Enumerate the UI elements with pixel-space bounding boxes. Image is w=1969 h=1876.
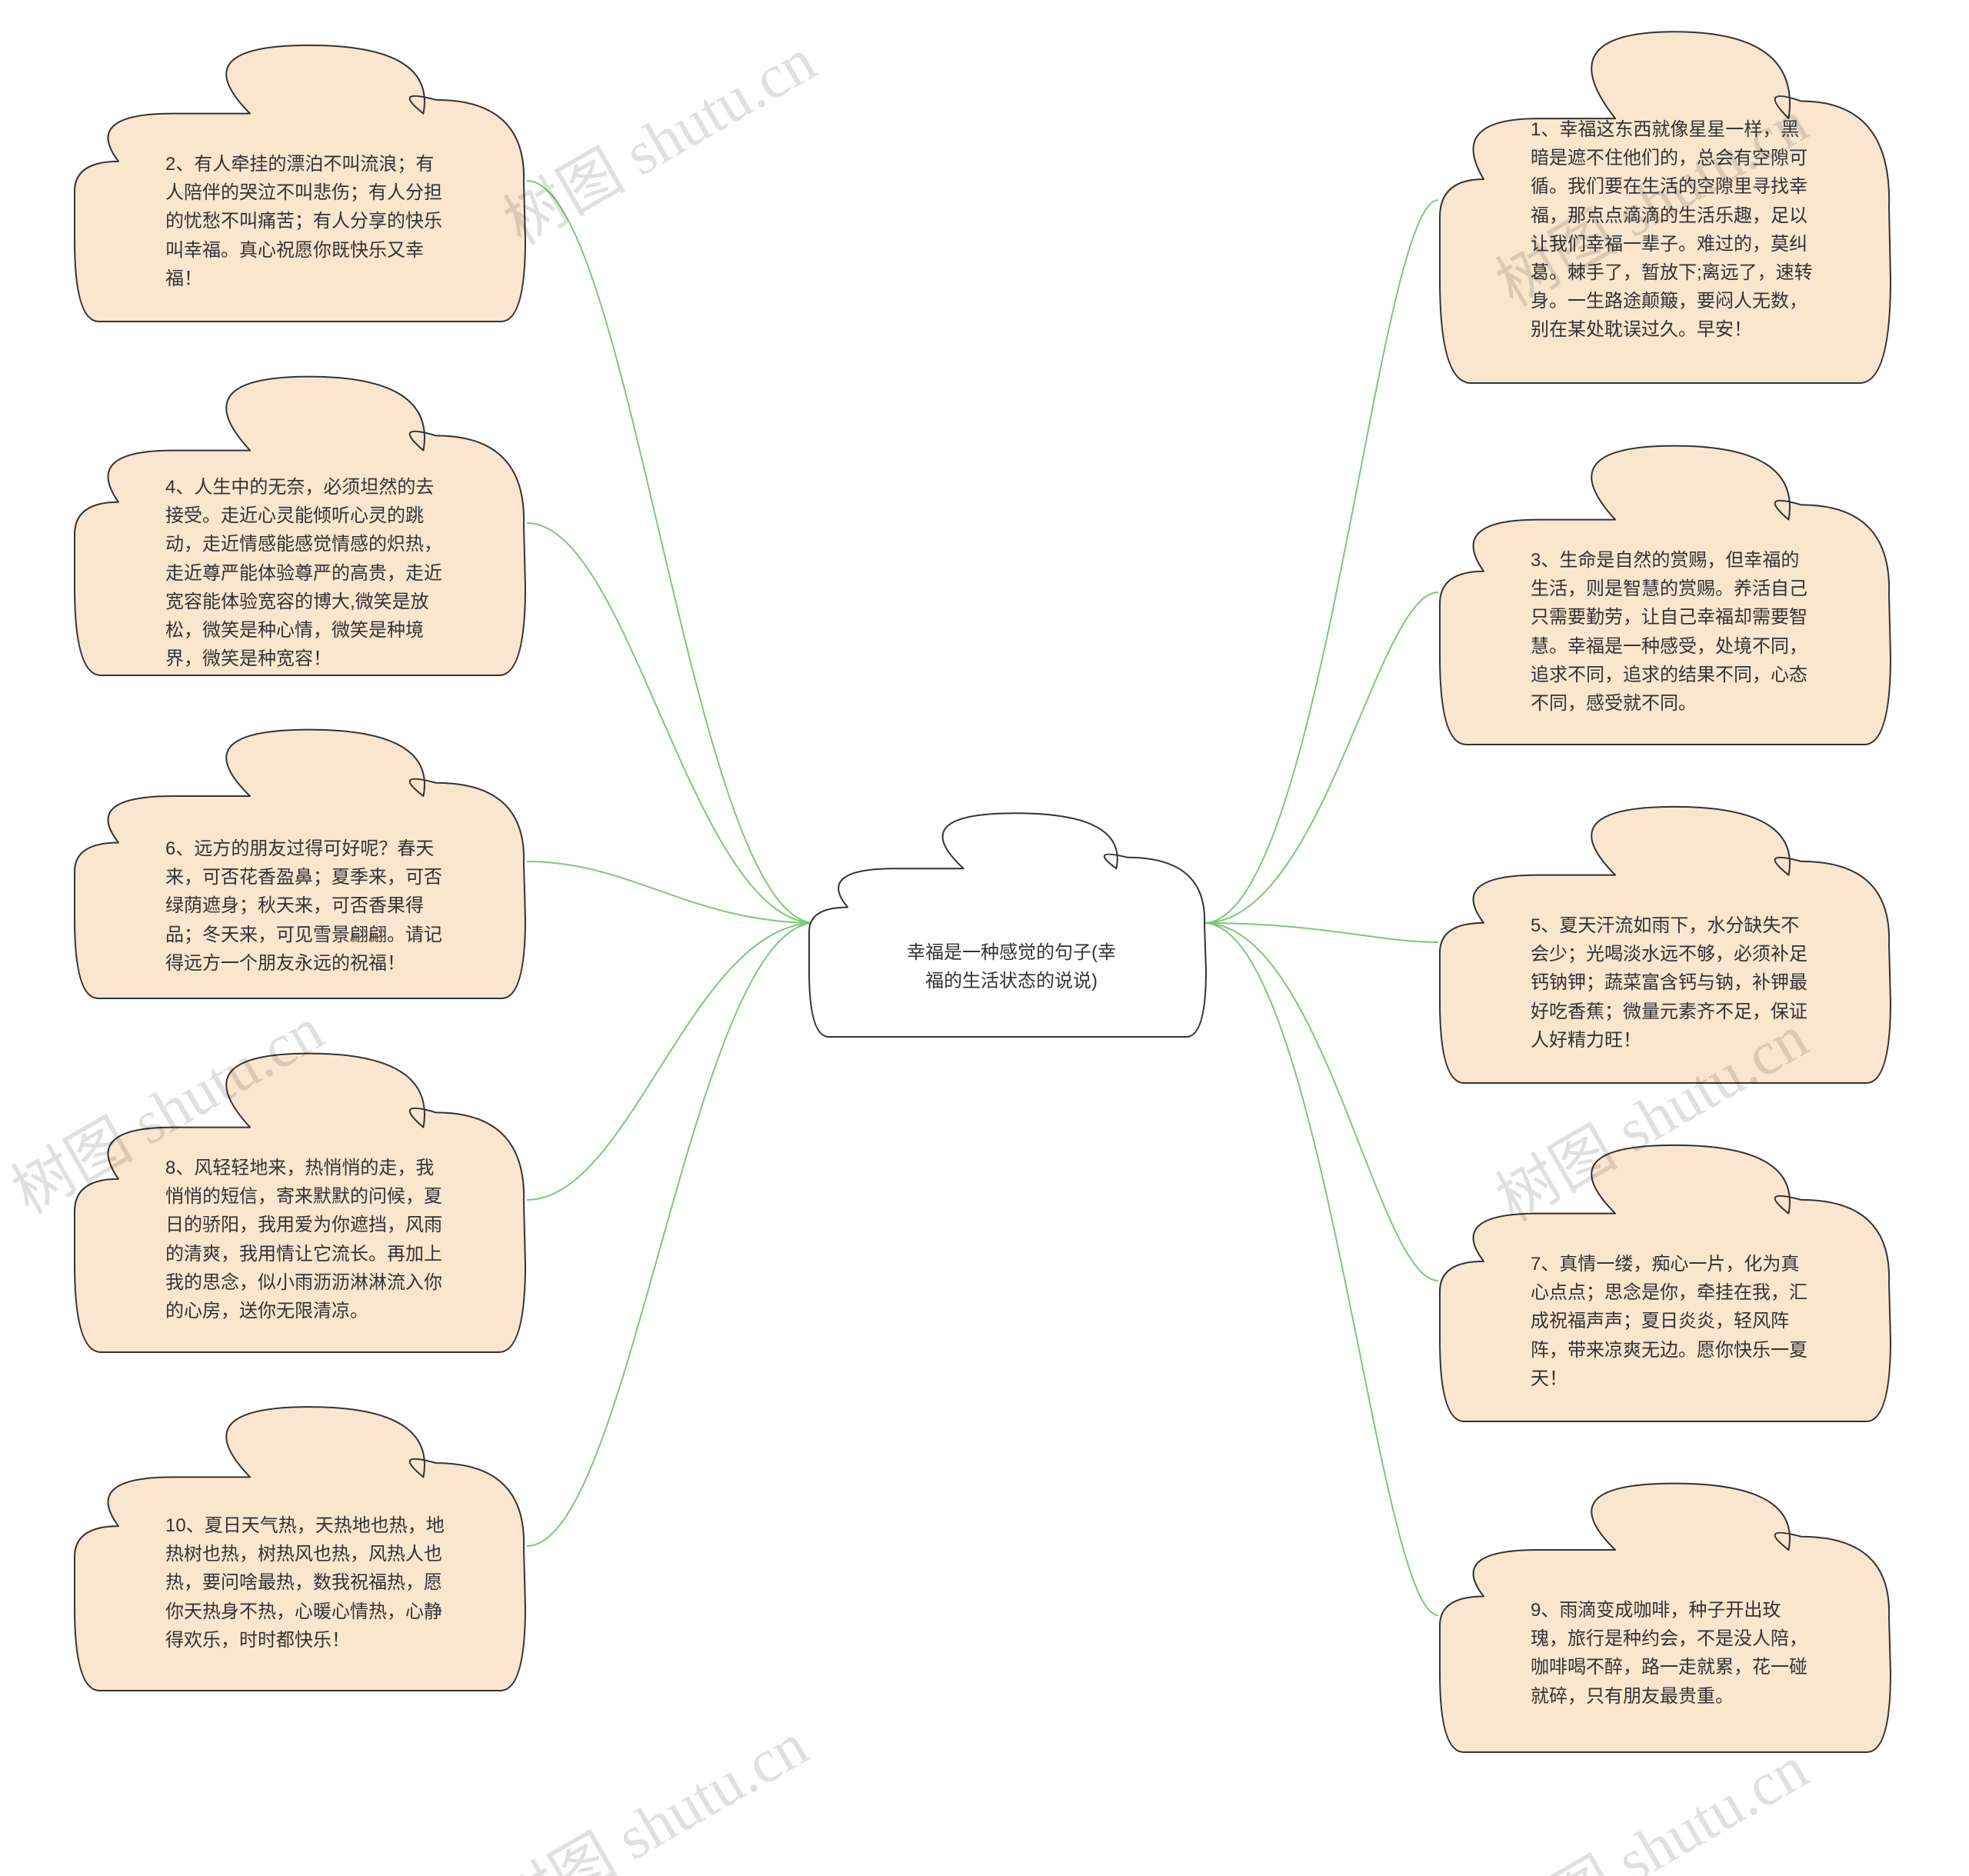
leaf-node: 5、夏天汗流如雨下，水分缺失不会少；光喝淡水远不够，必须补足钙钠钾；蔬菜富含钙与… <box>1438 800 1892 1085</box>
connector-line <box>527 923 815 1546</box>
leaf-node-text: 2、有人牵挂的漂泊不叫流浪；有人陪伴的哭泣不叫悲伤；有人分担的忧愁不叫痛苦；有人… <box>165 150 442 293</box>
connector-line <box>1204 923 1438 1281</box>
leaf-node-text: 10、夏日天气热，天热地也热，地热树也热，树热风也热，风热人也热，要问啥最热，数… <box>165 1511 450 1654</box>
leaf-node-text: 7、真情一缕，痴心一片，化为真心点点；思念是你，牵挂在我，汇成祝福声声；夏日炎炎… <box>1531 1250 1815 1393</box>
leaf-node-text: 4、人生中的无奈，必须坦然的去接受。走近心灵能倾听心灵的跳动，走近情感能感觉情感… <box>165 473 450 673</box>
watermark-text: 树图 shutu.cn <box>478 1697 821 1876</box>
leaf-node-text: 5、夏天汗流如雨下，水分缺失不会少；光喝淡水远不够，必须补足钙钠钾；蔬菜富含钙与… <box>1531 911 1815 1055</box>
connector-line <box>1204 923 1438 942</box>
leaf-node: 7、真情一缕，痴心一片，化为真心点点；思念是你，牵挂在我，汇成祝福声声；夏日炎炎… <box>1438 1138 1892 1423</box>
leaf-node-text: 8、风轻轻地来，热悄悄的走，我悄悄的短信，寄来默默的问候，夏日的骄阳，我用爱为你… <box>165 1154 450 1325</box>
watermark-text: 树图 shutu.cn <box>485 12 829 262</box>
leaf-node: 2、有人牵挂的漂泊不叫流浪；有人陪伴的哭泣不叫悲伤；有人分担的忧愁不叫痛苦；有人… <box>73 38 527 323</box>
leaf-node: 8、风轻轻地来，热悄悄的走，我悄悄的短信，寄来默默的问候，夏日的骄阳，我用爱为你… <box>73 1046 527 1354</box>
leaf-node: 1、幸福这东西就像星星一样，黑暗是遮不住他们的，总会有空隙可循。我们要在生活的空… <box>1438 23 1892 385</box>
connector-line <box>527 181 815 923</box>
leaf-node-text: 3、生命是自然的赏赐，但幸福的生活，则是智慧的赏赐。养活自己只需要勤劳，让自己幸… <box>1531 546 1815 718</box>
leaf-node: 3、生命是自然的赏赐，但幸福的生活，则是智慧的赏赐。养活自己只需要勤劳，让自己幸… <box>1438 438 1892 746</box>
center-node-text: 幸福是一种感觉的句子(幸福的生活状态的说说) <box>900 938 1123 995</box>
leaf-node: 6、远方的朋友过得可好呢？春天来，可否花香盈鼻；夏季来，可否绿荫遮身；秋天来，可… <box>73 723 527 1000</box>
connector-line <box>1204 923 1438 1615</box>
connector-line <box>527 923 815 1200</box>
leaf-node-text: 1、幸福这东西就像星星一样，黑暗是遮不住他们的，总会有空隙可循。我们要在生活的空… <box>1531 115 1815 345</box>
connector-line <box>1204 592 1438 923</box>
connector-line <box>1204 200 1438 923</box>
leaf-node-text: 9、雨滴变成咖啡，种子开出玫瑰，旅行是种约会，不是没人陪，咖啡喝不醉，路一走就累… <box>1531 1596 1815 1711</box>
diagram-canvas: 幸福是一种感觉的句子(幸福的生活状态的说说) 2、有人牵挂的漂泊不叫流浪；有人陪… <box>0 0 1969 1876</box>
center-node: 幸福是一种感觉的句子(幸福的生活状态的说说) <box>808 808 1208 1038</box>
leaf-node: 9、雨滴变成咖啡，种子开出玫瑰，旅行是种约会，不是没人陪，咖啡喝不醉，路一走就累… <box>1438 1477 1892 1754</box>
leaf-node-text: 6、远方的朋友过得可好呢？春天来，可否花香盈鼻；夏季来，可否绿荫遮身；秋天来，可… <box>165 835 450 978</box>
leaf-node: 10、夏日天气热，天热地也热，地热树也热，树热风也热，风热人也热，要问啥最热，数… <box>73 1400 527 1692</box>
connector-line <box>527 861 815 923</box>
leaf-node: 4、人生中的无奈，必须坦然的去接受。走近心灵能倾听心灵的跳动，走近情感能感觉情感… <box>73 369 527 677</box>
connector-line <box>527 523 815 923</box>
